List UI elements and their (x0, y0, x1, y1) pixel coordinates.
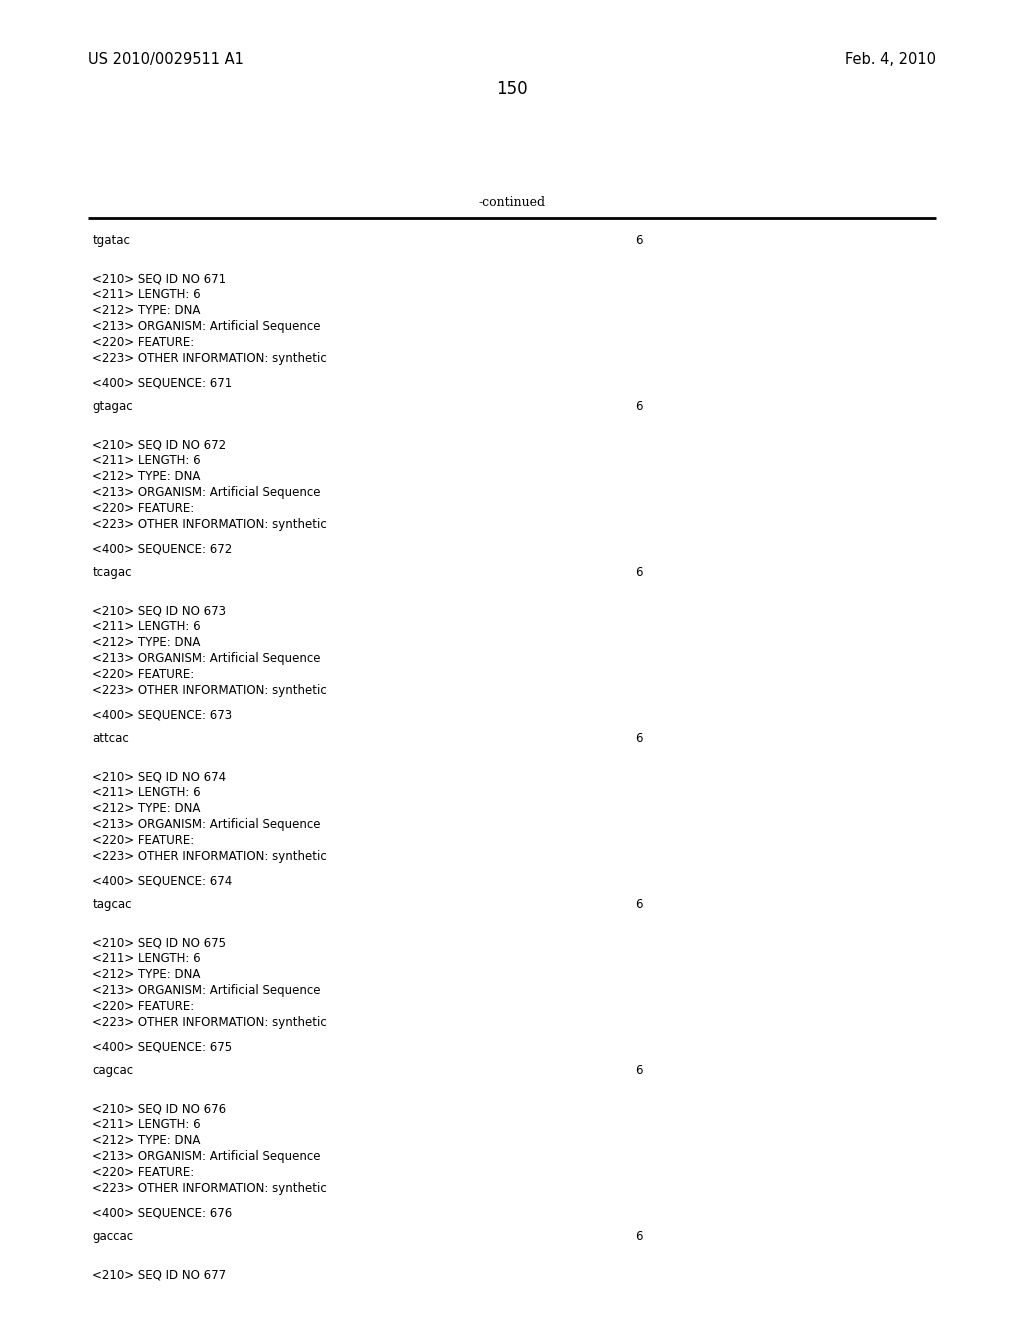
Text: 6: 6 (635, 566, 642, 579)
Text: <400> SEQUENCE: 672: <400> SEQUENCE: 672 (92, 543, 232, 554)
Text: <210> SEQ ID NO 674: <210> SEQ ID NO 674 (92, 770, 226, 783)
Text: <400> SEQUENCE: 674: <400> SEQUENCE: 674 (92, 874, 232, 887)
Text: gaccac: gaccac (92, 1230, 133, 1243)
Text: <212> TYPE: DNA: <212> TYPE: DNA (92, 304, 201, 317)
Text: <223> OTHER INFORMATION: synthetic: <223> OTHER INFORMATION: synthetic (92, 1016, 327, 1030)
Text: <212> TYPE: DNA: <212> TYPE: DNA (92, 470, 201, 483)
Text: <223> OTHER INFORMATION: synthetic: <223> OTHER INFORMATION: synthetic (92, 684, 327, 697)
Text: <212> TYPE: DNA: <212> TYPE: DNA (92, 803, 201, 814)
Text: <213> ORGANISM: Artificial Sequence: <213> ORGANISM: Artificial Sequence (92, 486, 321, 499)
Text: tgatac: tgatac (92, 234, 130, 247)
Text: <213> ORGANISM: Artificial Sequence: <213> ORGANISM: Artificial Sequence (92, 652, 321, 665)
Text: <212> TYPE: DNA: <212> TYPE: DNA (92, 636, 201, 649)
Text: <220> FEATURE:: <220> FEATURE: (92, 337, 195, 348)
Text: <223> OTHER INFORMATION: synthetic: <223> OTHER INFORMATION: synthetic (92, 352, 327, 366)
Text: <223> OTHER INFORMATION: synthetic: <223> OTHER INFORMATION: synthetic (92, 517, 327, 531)
Text: <213> ORGANISM: Artificial Sequence: <213> ORGANISM: Artificial Sequence (92, 983, 321, 997)
Text: <212> TYPE: DNA: <212> TYPE: DNA (92, 1134, 201, 1147)
Text: <210> SEQ ID NO 675: <210> SEQ ID NO 675 (92, 936, 226, 949)
Text: 6: 6 (635, 1064, 642, 1077)
Text: <223> OTHER INFORMATION: synthetic: <223> OTHER INFORMATION: synthetic (92, 850, 327, 863)
Text: <400> SEQUENCE: 675: <400> SEQUENCE: 675 (92, 1040, 232, 1053)
Text: 6: 6 (635, 400, 642, 413)
Text: <211> LENGTH: 6: <211> LENGTH: 6 (92, 454, 201, 467)
Text: 6: 6 (635, 733, 642, 744)
Text: <210> SEQ ID NO 673: <210> SEQ ID NO 673 (92, 605, 226, 616)
Text: <400> SEQUENCE: 676: <400> SEQUENCE: 676 (92, 1206, 232, 1218)
Text: <212> TYPE: DNA: <212> TYPE: DNA (92, 968, 201, 981)
Text: attcac: attcac (92, 733, 129, 744)
Text: <211> LENGTH: 6: <211> LENGTH: 6 (92, 288, 201, 301)
Text: <223> OTHER INFORMATION: synthetic: <223> OTHER INFORMATION: synthetic (92, 1181, 327, 1195)
Text: <210> SEQ ID NO 672: <210> SEQ ID NO 672 (92, 438, 226, 451)
Text: <213> ORGANISM: Artificial Sequence: <213> ORGANISM: Artificial Sequence (92, 319, 321, 333)
Text: <220> FEATURE:: <220> FEATURE: (92, 1166, 195, 1179)
Text: 6: 6 (635, 234, 642, 247)
Text: 150: 150 (497, 81, 527, 98)
Text: <210> SEQ ID NO 671: <210> SEQ ID NO 671 (92, 272, 226, 285)
Text: 6: 6 (635, 1230, 642, 1243)
Text: <210> SEQ ID NO 677: <210> SEQ ID NO 677 (92, 1269, 226, 1280)
Text: 6: 6 (635, 898, 642, 911)
Text: gtagac: gtagac (92, 400, 133, 413)
Text: tagcac: tagcac (92, 898, 132, 911)
Text: US 2010/0029511 A1: US 2010/0029511 A1 (88, 51, 244, 67)
Text: <210> SEQ ID NO 676: <210> SEQ ID NO 676 (92, 1102, 226, 1115)
Text: <213> ORGANISM: Artificial Sequence: <213> ORGANISM: Artificial Sequence (92, 1150, 321, 1163)
Text: Feb. 4, 2010: Feb. 4, 2010 (845, 51, 936, 67)
Text: <220> FEATURE:: <220> FEATURE: (92, 1001, 195, 1012)
Text: <400> SEQUENCE: 673: <400> SEQUENCE: 673 (92, 708, 232, 721)
Text: -continued: -continued (478, 195, 546, 209)
Text: tcagac: tcagac (92, 566, 132, 579)
Text: <400> SEQUENCE: 671: <400> SEQUENCE: 671 (92, 376, 232, 389)
Text: <211> LENGTH: 6: <211> LENGTH: 6 (92, 620, 201, 634)
Text: <213> ORGANISM: Artificial Sequence: <213> ORGANISM: Artificial Sequence (92, 818, 321, 832)
Text: <220> FEATURE:: <220> FEATURE: (92, 668, 195, 681)
Text: <211> LENGTH: 6: <211> LENGTH: 6 (92, 785, 201, 799)
Text: <220> FEATURE:: <220> FEATURE: (92, 502, 195, 515)
Text: <211> LENGTH: 6: <211> LENGTH: 6 (92, 952, 201, 965)
Text: <211> LENGTH: 6: <211> LENGTH: 6 (92, 1118, 201, 1131)
Text: cagcac: cagcac (92, 1064, 133, 1077)
Text: <220> FEATURE:: <220> FEATURE: (92, 834, 195, 847)
